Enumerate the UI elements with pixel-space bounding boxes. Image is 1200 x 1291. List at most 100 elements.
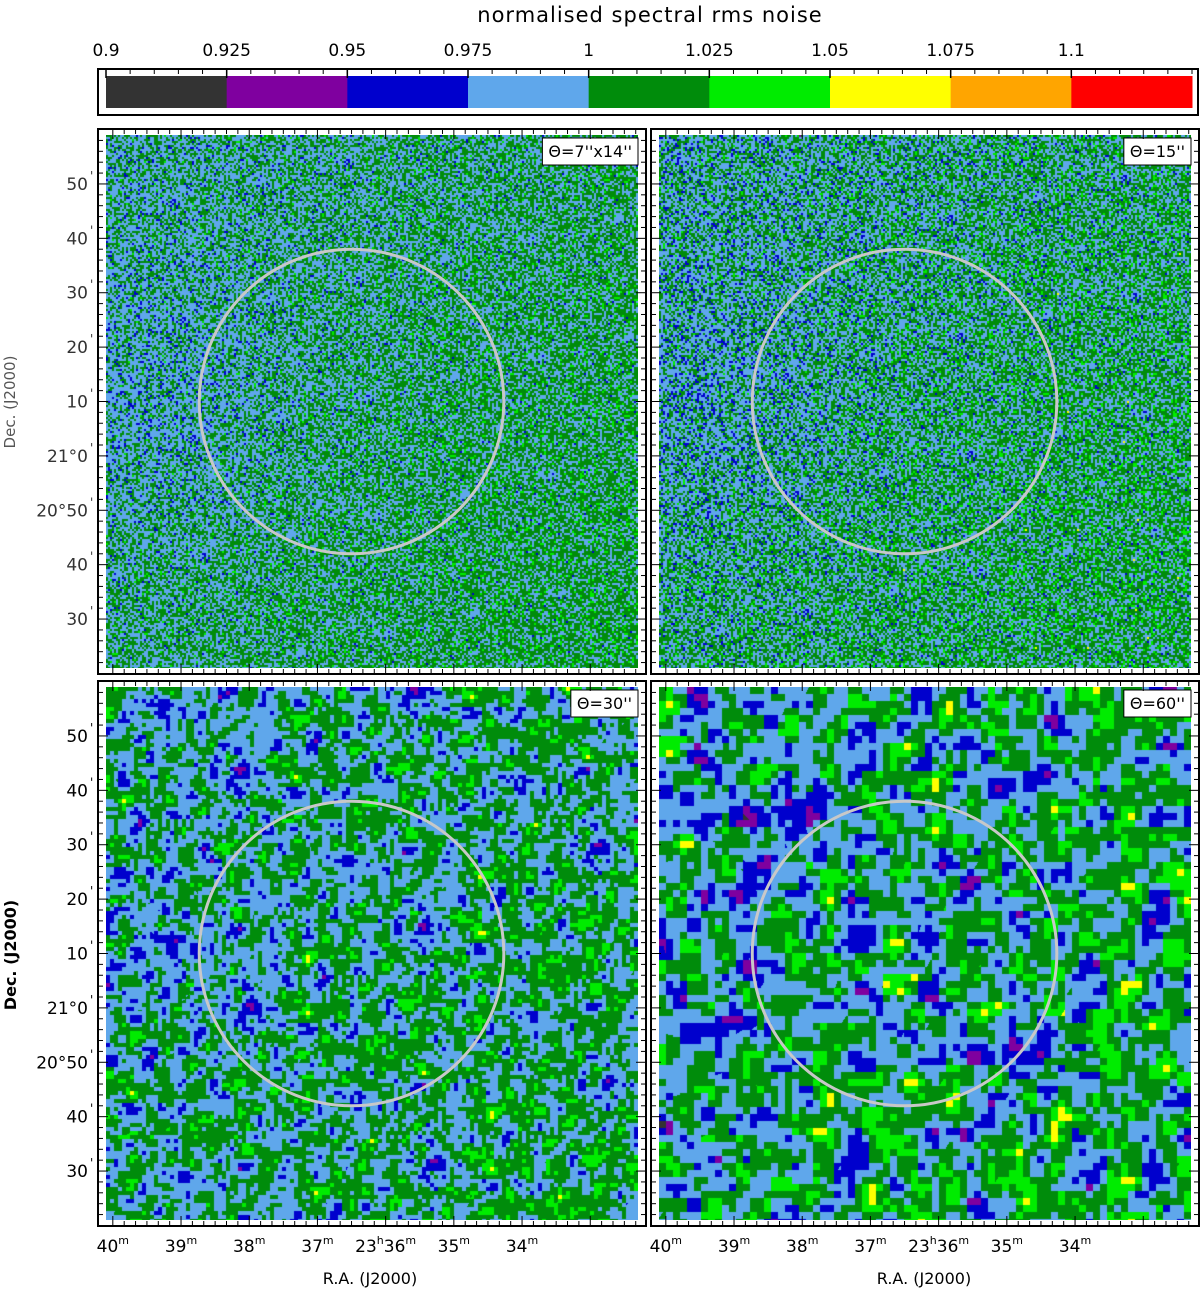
colorbar-tick-label: 1.1 — [1058, 41, 1085, 61]
arcmin-mark: ' — [90, 550, 93, 564]
colorbar-tick-label: 1.05 — [811, 41, 849, 61]
ra-hours: 23 — [908, 1237, 930, 1257]
colorbar-tick-label: 0.925 — [202, 41, 251, 61]
ra-minutes-mark: m — [118, 1234, 129, 1247]
noise-map-image — [106, 687, 638, 1220]
beam-size-label: Θ=15'' — [1130, 142, 1185, 161]
beam-size-label-box — [570, 689, 639, 718]
y-tick-label: 21°0 — [47, 447, 88, 467]
beam-size-label-box — [1123, 689, 1192, 718]
ra-minutes-mark: m — [808, 1234, 819, 1247]
panel-ticks — [651, 129, 1199, 674]
x-tick-label: 23h36m — [908, 1234, 969, 1257]
arcmin-mark: ' — [90, 223, 93, 237]
y-tick-label: 40 — [66, 229, 88, 249]
x-tick-label: 23h36m — [355, 1234, 416, 1257]
noise-map-image — [659, 135, 1191, 668]
arcmin-mark: ' — [90, 169, 93, 183]
x-axis-label-right: R.A. (J2000) — [877, 1269, 971, 1288]
x-tick-label: 34m — [506, 1234, 538, 1257]
ra-minutes: 38 — [233, 1237, 255, 1257]
y-tick-label: 50 — [66, 727, 88, 747]
y-tick-label: 20 — [66, 338, 88, 358]
arcmin-mark: ' — [90, 884, 93, 898]
y-tick-label: 30 — [66, 836, 88, 856]
primary-beam-circle — [750, 247, 1059, 556]
colorbar-band-3 — [468, 76, 590, 108]
y-tick-label: 10 — [66, 393, 88, 413]
y-tick-label: 30 — [66, 610, 88, 630]
y-tick-label: 20°50 — [36, 501, 88, 521]
arcmin-mark: ' — [90, 278, 93, 292]
ra-minutes-mark: m — [255, 1234, 266, 1247]
ra-minutes: 39 — [718, 1237, 740, 1257]
y-axis-label-bottom: Dec. (J2000) — [1, 900, 20, 1010]
y-tick-label: 30 — [66, 284, 88, 304]
beam-size-label: Θ=60'' — [1130, 694, 1185, 713]
noise-map-image — [659, 687, 1191, 1220]
colorbar-tick-label: 0.975 — [444, 41, 493, 61]
ra-minutes-mark: m — [876, 1234, 887, 1247]
ra-minutes-mark: m — [323, 1234, 334, 1247]
y-axis-label-top: Dec. (J2000) — [1, 356, 19, 449]
ra-minutes-mark: m — [1081, 1234, 1092, 1247]
ra-minutes-mark: m — [671, 1234, 682, 1247]
y-tick-label: 10 — [66, 945, 88, 965]
x-tick-label: 35m — [438, 1234, 470, 1257]
colorbar-tick-label: 0.95 — [328, 41, 366, 61]
ra-minutes-mark: m — [528, 1234, 539, 1247]
colorbar-tick-label: 1.075 — [926, 41, 975, 61]
ra-minutes-mark: m — [405, 1234, 416, 1247]
beam-size-label-box — [541, 137, 639, 166]
arcmin-mark: ' — [90, 495, 93, 509]
panel-3: Θ=30''50'40'30'20'10'21°0'20°50'40'30'40… — [36, 680, 647, 1257]
y-tick-label: 40 — [66, 556, 88, 576]
ra-minutes: 40 — [97, 1237, 119, 1257]
colorbar-band-7 — [950, 76, 1072, 108]
ra-minutes: 37 — [301, 1237, 323, 1257]
colorbar-ticks — [105, 69, 1193, 78]
y-tick-label: 20 — [66, 890, 88, 910]
arcmin-mark: ' — [90, 1102, 93, 1116]
panel-ticks — [651, 681, 1199, 1226]
beam-size-label: Θ=30'' — [577, 694, 632, 713]
panel-ticks — [98, 681, 646, 1226]
ra-minutes: 35 — [438, 1237, 460, 1257]
beam-size-label: Θ=7''x14'' — [548, 142, 632, 161]
x-tick-label: 39m — [165, 1234, 197, 1257]
colorbar-tick-labels: 0.9 0.925 0.95 0.975 1 1.025 1.05 1.075 1.1 — [92, 41, 1084, 61]
arcmin-mark: ' — [90, 1047, 93, 1061]
primary-beam-circle — [197, 799, 506, 1108]
ra-minutes-mark: m — [459, 1234, 470, 1247]
arcmin-mark: ' — [90, 830, 93, 844]
y-tick-label: 30 — [66, 1162, 88, 1182]
colorbar-tick-label: 0.9 — [92, 41, 119, 61]
x-tick-label: 40m — [650, 1234, 682, 1257]
x-axis-label-left: R.A. (J2000) — [323, 1269, 417, 1288]
arcmin-mark: ' — [90, 993, 93, 1007]
colorbar-band-4 — [588, 76, 710, 108]
y-tick-label: 21°0 — [47, 999, 88, 1019]
ra-minutes: 38 — [786, 1237, 808, 1257]
panel-ticks — [98, 129, 646, 674]
ra-hours-mark: h — [377, 1234, 384, 1247]
ra-hours-mark: h — [930, 1234, 937, 1247]
ra-minutes-mark: m — [739, 1234, 750, 1247]
colorbar-bands — [106, 76, 1193, 108]
ra-minutes-mark: m — [186, 1234, 197, 1247]
ra-minutes: 36 — [384, 1237, 406, 1257]
arcmin-mark: ' — [90, 332, 93, 346]
colorbar-band-1 — [226, 76, 348, 108]
ra-minutes: 34 — [1059, 1237, 1081, 1257]
ra-minutes: 37 — [854, 1237, 876, 1257]
colorbar-tick-label: 1 — [583, 41, 594, 61]
panel-2: Θ=15'' — [650, 128, 1200, 675]
y-tick-labels: 50'40'30'20'10'21°0'20°50'40'30 ' — [36, 721, 93, 1182]
y-tick-labels: 50'40'30'20'10'21°0'20°50'40'30 ' — [36, 169, 93, 630]
colorbar-tick-label: 1.025 — [685, 41, 734, 61]
panel-1: Θ=7''x14''50'40'30'20'10'21°0'20°50'40'3… — [36, 128, 647, 675]
x-tick-label: 38m — [233, 1234, 265, 1257]
panel-4: Θ=60''40m 39m 38m 37m 23h36m 35m 34m — [650, 680, 1200, 1257]
colorbar-band-8 — [1071, 76, 1193, 108]
